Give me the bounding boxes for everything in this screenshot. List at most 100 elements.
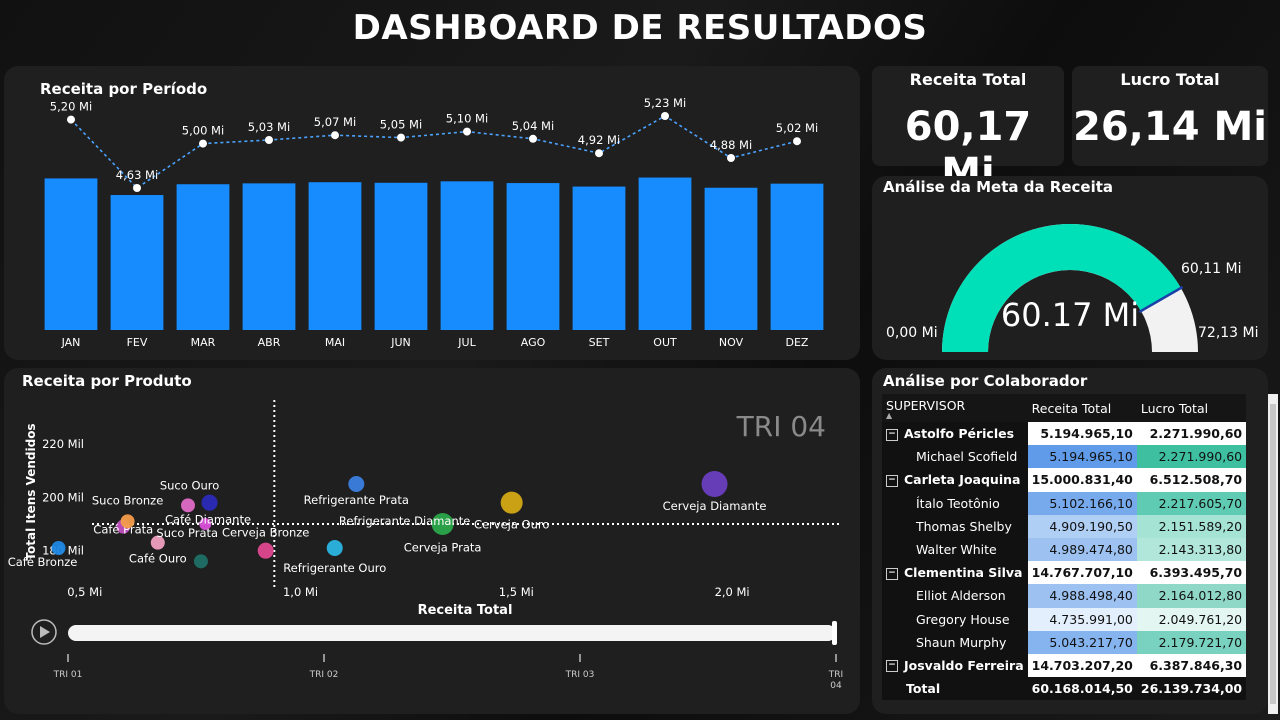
group-row[interactable]: − Carleta Joaquina 15.000.831,40 6.512.508,… xyxy=(882,468,1247,492)
receita-value: 4.735.991,00 xyxy=(1027,607,1137,631)
point-suco-prata[interactable] xyxy=(199,518,212,530)
receita-value: 60.168.014,50 xyxy=(1027,677,1137,701)
bar-abr[interactable] xyxy=(242,183,296,330)
point-caf-ouro[interactable] xyxy=(150,535,165,550)
data-label: 4,63 Mi xyxy=(116,168,158,182)
data-label: 5,23 Mi xyxy=(644,96,686,110)
trend-point[interactable] xyxy=(331,131,339,140)
data-label: 5,20 Mi xyxy=(50,100,92,114)
data-label: 5,04 Mi xyxy=(512,119,554,133)
table-row[interactable]: Michael Scofield 5.194.965,10 2.271.990,60 xyxy=(882,445,1247,469)
data-label: 5,03 Mi xyxy=(248,120,290,134)
col-receita[interactable]: Receita Total xyxy=(1027,394,1137,422)
gauge-fill xyxy=(942,224,1182,352)
point-suco-bronze[interactable] xyxy=(120,514,135,529)
supervisor-name: Thomas Shelby xyxy=(882,514,1028,538)
gauge-chart: 60.17 Mi 0,00 Mi 72,13 Mi 60,11 Mi xyxy=(886,224,1259,352)
scrollbar-thumb[interactable] xyxy=(1270,404,1276,704)
point-label: Suco Ouro xyxy=(160,479,219,493)
group-row[interactable]: − Astolfo Péricles 5.194.965,10 2.271.990,6… xyxy=(882,422,1247,446)
trend-point[interactable] xyxy=(133,184,141,192)
timeline-tick-label[interactable]: TRI 02 xyxy=(309,670,339,680)
point-refrigerante-prata[interactable] xyxy=(348,476,365,492)
trend-point[interactable] xyxy=(529,134,537,143)
group-row[interactable]: − Josvaldo Ferreira 14.703.207,20 6.387.846… xyxy=(882,653,1247,678)
trend-point[interactable] xyxy=(397,133,405,142)
bar-mai[interactable] xyxy=(308,182,362,330)
bar-out[interactable] xyxy=(638,177,692,330)
point-label: Cerveja Diamante xyxy=(663,499,767,513)
timeline-track[interactable] xyxy=(68,625,836,641)
receita-value: 14.767.707,10 xyxy=(1027,561,1137,585)
bar-nov[interactable] xyxy=(704,187,758,330)
gauge-value: 60.17 Mi xyxy=(1001,296,1139,334)
table-row[interactable]: Elliot Alderson 4.988.498,40 2.164.012,80 xyxy=(882,584,1247,608)
timeline-tick-label[interactable]: TRI 04 xyxy=(828,670,843,691)
table-row[interactable]: Thomas Shelby 4.909.190,50 2.151.589,20 xyxy=(882,514,1247,538)
bar-ago[interactable] xyxy=(506,183,560,330)
table-row[interactable]: Shaun Murphy 5.043.217,70 2.179.721,70 xyxy=(882,630,1247,654)
bar-set[interactable] xyxy=(572,186,626,330)
point-label: Café Prata xyxy=(93,523,153,537)
bar-fev[interactable] xyxy=(110,195,164,330)
group-row[interactable]: − Clementina Silva 14.767.707,10 6.393.495,… xyxy=(882,561,1247,585)
bar-jul[interactable] xyxy=(440,181,494,330)
point-cerveja-diamante[interactable] xyxy=(701,471,728,497)
timeline-tick-label[interactable]: TRI 03 xyxy=(565,670,595,680)
revenue-period-chart: JAN FEV MAR ABR MAI JUN JUL AGO SET OUT NOV DEZ 5,20… xyxy=(44,96,824,349)
bar-dez[interactable] xyxy=(770,183,824,330)
product-scatter-chart: TRI 04 Total Itens Vendidos Receita Total 1… xyxy=(8,400,843,691)
bar-jun[interactable] xyxy=(374,182,428,330)
bar-mar[interactable] xyxy=(176,184,230,330)
supervisor-name: − Josvaldo Ferreira xyxy=(882,653,1028,678)
bar-jan[interactable] xyxy=(44,178,98,330)
collapse-icon[interactable]: − xyxy=(886,567,898,580)
table-row[interactable]: Walter White 4.989.474,80 2.143.313,80 xyxy=(882,537,1247,562)
receita-value: 4.989.474,80 xyxy=(1027,537,1137,562)
supervisor-name: Walter White xyxy=(882,537,1028,562)
collapse-icon[interactable]: − xyxy=(886,428,898,441)
x-tick-label: OUT xyxy=(653,336,677,349)
supervisor-name: Shaun Murphy xyxy=(882,630,1028,654)
data-label: 5,00 Mi xyxy=(182,124,224,138)
trend-point[interactable] xyxy=(727,154,735,162)
trend-point[interactable] xyxy=(793,137,801,146)
col-lucro[interactable]: Lucro Total xyxy=(1136,394,1247,422)
point-cerveja-ouro[interactable] xyxy=(500,491,523,514)
lucro-value: 26.139.734,00 xyxy=(1136,677,1247,701)
trend-point[interactable] xyxy=(265,136,273,144)
lucro-value: 2.179.721,70 xyxy=(1136,630,1247,654)
trend-point[interactable] xyxy=(595,149,603,158)
y-tick-label: 220 Mil xyxy=(42,437,84,451)
point-caf-diamante[interactable] xyxy=(181,498,195,513)
total-row[interactable]: Total 60.168.014,50 26.139.734,00 xyxy=(882,677,1247,701)
point-suco-ouro[interactable] xyxy=(201,494,218,511)
collapse-icon[interactable]: − xyxy=(886,474,898,487)
x-tick-label: 2,0 Mi xyxy=(715,585,750,599)
table-row[interactable]: Ítalo Teotônio 5.102.166,10 2.217.605,70 xyxy=(882,491,1247,515)
trend-point[interactable] xyxy=(463,127,471,136)
kpi-card-lucro: Lucro Total 26,14 Mi xyxy=(1072,66,1268,166)
gauge-min-label: 0,00 Mi xyxy=(886,325,938,341)
timeline-tick-label[interactable]: TRI 01 xyxy=(53,670,83,680)
table-row[interactable]: Gregory House 4.735.991,00 2.049.761,20 xyxy=(882,607,1247,631)
col-supervisor[interactable]: SUPERVISOR ▲ xyxy=(882,394,1028,422)
point-caf-bronze[interactable] xyxy=(51,541,66,555)
kpi-lucro-title: Lucro Total xyxy=(1120,70,1220,89)
collapse-icon[interactable]: − xyxy=(886,660,898,673)
timeline-handle[interactable] xyxy=(832,621,837,645)
gauge-target-marker xyxy=(1138,285,1184,314)
data-label: 5,05 Mi xyxy=(380,118,422,132)
trend-point[interactable] xyxy=(199,139,207,148)
trend-point[interactable] xyxy=(67,115,75,124)
point-cerveja-bronze[interactable] xyxy=(257,542,274,559)
supervisor-name: Total xyxy=(882,677,1028,701)
point-refrigerante-diamante[interactable] xyxy=(431,513,454,535)
supervisor-name: Elliot Alderson xyxy=(882,584,1028,608)
supervisor-name: − Carleta Joaquina xyxy=(882,468,1028,492)
point-refrigerante-ouro[interactable] xyxy=(326,540,343,556)
trend-point[interactable] xyxy=(661,112,669,120)
product-title: Receita por Produto xyxy=(22,372,192,390)
point-suco-diamante[interactable] xyxy=(193,554,208,569)
play-button[interactable] xyxy=(31,619,57,645)
